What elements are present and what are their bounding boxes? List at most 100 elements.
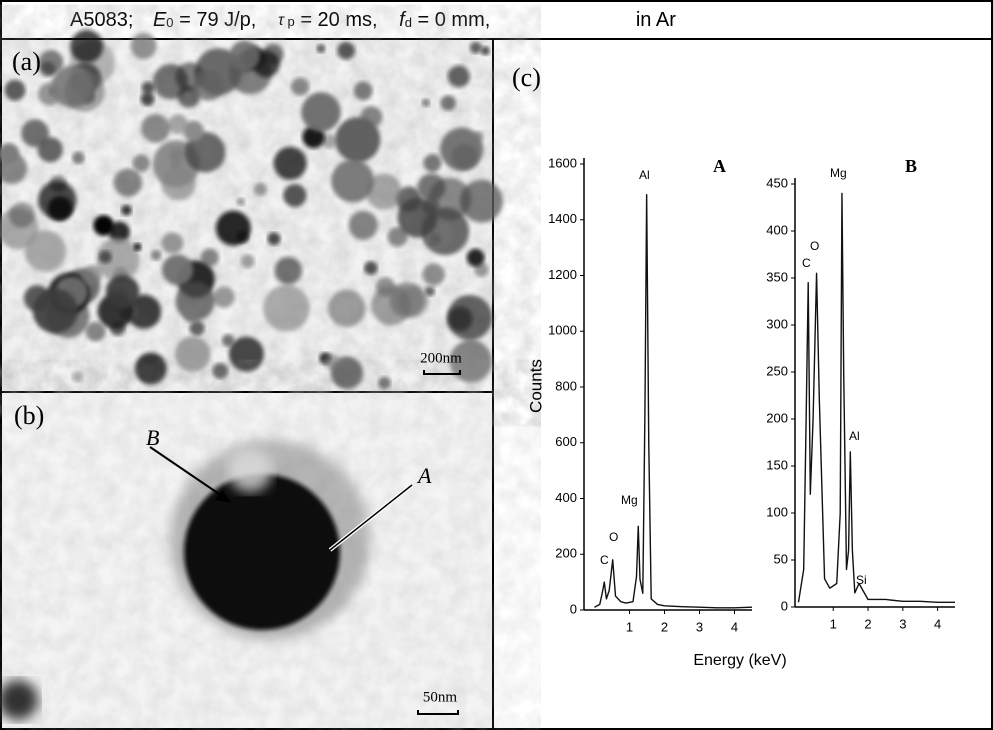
- particle-highlight: [228, 448, 272, 492]
- particle: [141, 114, 171, 143]
- peak-label: Al: [639, 168, 650, 182]
- particle: [330, 356, 364, 390]
- particle: [93, 215, 114, 236]
- y-tick-label: 250: [766, 363, 788, 378]
- particle: [473, 130, 484, 142]
- y-tick-label: 300: [766, 316, 788, 331]
- particle: [132, 154, 151, 172]
- particle: [480, 46, 490, 56]
- particle: [70, 29, 104, 63]
- particle: [474, 262, 489, 278]
- particle: [8, 202, 35, 228]
- panel-label: (a): [12, 47, 41, 76]
- header-part: = 0 mm,: [412, 9, 490, 31]
- scale-bar: [417, 710, 459, 715]
- arrow-label: A: [416, 463, 432, 488]
- y-axis-label: Counts: [526, 359, 545, 413]
- particle: [168, 114, 188, 135]
- x-tick-label: 2: [661, 619, 668, 634]
- particle: [353, 81, 373, 101]
- particle: [98, 250, 112, 264]
- particle: [327, 289, 366, 328]
- particle: [428, 177, 472, 221]
- particle: [323, 354, 340, 370]
- chart-title: B: [905, 156, 917, 176]
- particle: [440, 127, 484, 171]
- y-tick-label: 450: [766, 175, 788, 190]
- header-part: = 79 J/p,: [174, 9, 257, 31]
- particle: [460, 179, 503, 223]
- particle: [301, 92, 341, 132]
- header-part: A5083;: [70, 9, 133, 31]
- particle: [161, 166, 196, 201]
- y-tick-label: 1000: [548, 323, 577, 338]
- particle: [331, 159, 375, 203]
- particle: [348, 210, 378, 240]
- particle: [421, 98, 430, 107]
- y-tick-label: 800: [555, 378, 577, 393]
- chart-title: A: [713, 156, 726, 176]
- y-tick-label: 200: [555, 546, 577, 561]
- arrow-b: [149, 446, 226, 499]
- particle: [229, 40, 260, 72]
- particle: [228, 336, 265, 372]
- scale-bar: [423, 370, 461, 375]
- y-tick-label: 0: [570, 601, 577, 616]
- particle: [240, 254, 255, 269]
- particle: [38, 181, 77, 220]
- particle-core: [184, 474, 340, 630]
- particle: [263, 284, 310, 332]
- y-tick-label: 600: [555, 434, 577, 449]
- particle: [254, 182, 267, 196]
- header-text: A5083; E0 = 79 J/p, τ p = 20 ms, fd = 0 …: [70, 9, 676, 31]
- peak-label: O: [609, 530, 618, 544]
- particle: [424, 286, 435, 297]
- particle: [470, 41, 482, 54]
- particle: [72, 151, 85, 165]
- particle: [290, 77, 310, 96]
- header-part: f: [399, 9, 407, 31]
- spectrum-line: [797, 192, 955, 603]
- y-tick-label: 1600: [548, 155, 577, 170]
- particle: [0, 680, 38, 720]
- particle: [236, 197, 245, 206]
- header-part: = 20 ms,: [295, 9, 378, 31]
- particle: [335, 117, 381, 163]
- particle: [221, 334, 235, 347]
- y-tick-label: 1400: [548, 211, 577, 226]
- y-tick-label: 200: [766, 410, 788, 425]
- particle: [192, 69, 224, 101]
- x-tick-label: 3: [899, 616, 906, 631]
- panel-frame: [492, 38, 993, 730]
- particle: [150, 250, 162, 261]
- arrow-label: B: [146, 425, 159, 450]
- particle: [283, 183, 307, 207]
- particle: [321, 134, 337, 149]
- particle: [64, 71, 105, 112]
- scale-bar-label: 200nm: [420, 350, 462, 366]
- particle: [4, 79, 26, 101]
- particle: [183, 307, 199, 323]
- particle: [21, 119, 50, 148]
- particle: [81, 265, 102, 286]
- x-tick-label: 1: [626, 619, 633, 634]
- particle: [440, 95, 456, 111]
- particle: [387, 226, 408, 247]
- particle: [423, 154, 442, 173]
- header-part: τ: [278, 12, 285, 29]
- particle: [39, 61, 56, 77]
- arrow-head: [215, 490, 232, 503]
- panel-label: (c): [512, 63, 541, 92]
- y-tick-label: 1200: [548, 267, 577, 282]
- particle: [24, 230, 67, 272]
- particle: [113, 168, 143, 197]
- particle: [133, 242, 142, 252]
- particle: [183, 120, 204, 142]
- particle: [140, 92, 155, 106]
- y-tick-label: 100: [766, 504, 788, 519]
- peak-label: Al: [849, 429, 860, 443]
- particle: [184, 131, 226, 173]
- header-part: p: [284, 14, 295, 29]
- header-part: in Ar: [636, 9, 676, 31]
- particle: [213, 286, 235, 308]
